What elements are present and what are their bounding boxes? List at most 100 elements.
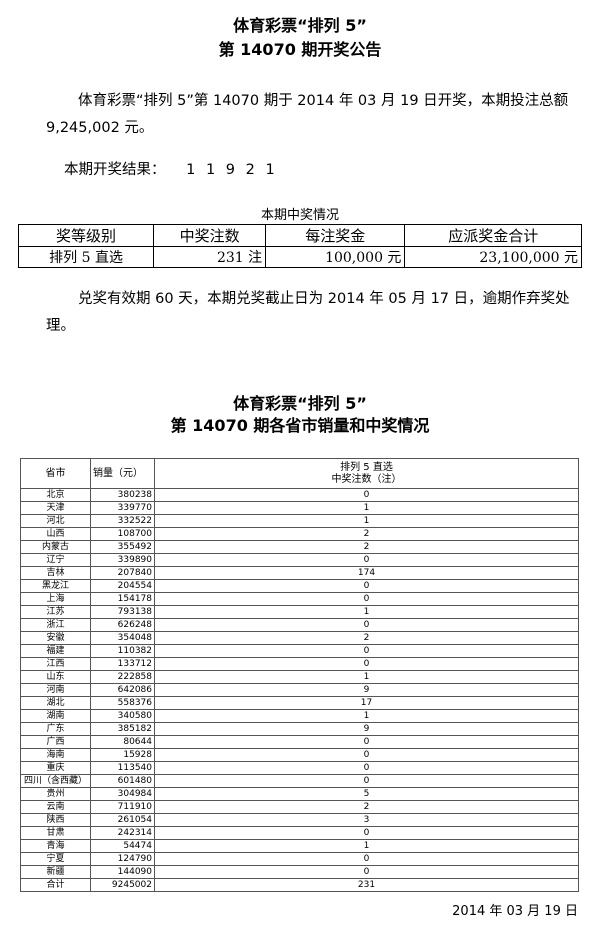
cell: 355492 [90, 540, 155, 554]
header-sales: 销量（元） [90, 458, 155, 489]
table-row: 江苏 793138 1 [20, 605, 579, 619]
section-subtitle: 第 14070 期各省市销量和中奖情况 [170, 416, 430, 435]
table-row: 吉林 207840 174 [20, 566, 579, 580]
table-row: 内蒙古 355492 2 [20, 540, 579, 554]
header-winners: 排列 5 直选 中奖注数（注） [154, 458, 579, 489]
date: 2014 年 03 月 19 日 [452, 904, 578, 919]
cell: 3 [154, 813, 579, 827]
table-row: 云南 711910 2 [20, 800, 579, 814]
cell: 222858 [90, 670, 155, 684]
cell: 80644 [90, 735, 155, 749]
table-row: 排列 5 直选 231 注 100,000 元 23,100,000 元 [17, 246, 582, 268]
table-row: 山西 108700 2 [20, 527, 579, 541]
header-cell: 应派奖金合计 [404, 224, 582, 247]
cell: 9 [154, 722, 579, 736]
cell: 0 [154, 852, 579, 866]
cell: 2 [154, 631, 579, 645]
cell: 231 [154, 878, 579, 892]
cell: 100,000 元 [265, 246, 406, 268]
header-cell: 奖等级别 [17, 224, 155, 247]
cell: 排列 5 直选 [17, 246, 155, 268]
cell: 54474 [90, 839, 155, 853]
cell: 332522 [90, 514, 155, 528]
cell: 207840 [90, 566, 155, 580]
province-table: 省市 销量（元） 排列 5 直选 中奖注数（注） 北京 380238 0 天津 339770 1… [20, 458, 579, 892]
table-row: 宁夏 124790 0 [20, 852, 579, 866]
cell: 0 [154, 748, 579, 762]
announcement-paragraph: 体育彩票“排列 5”第 14070 期于 2014 年 03 月 19 日开奖，… [46, 93, 569, 136]
table-row: 天津 339770 1 [20, 501, 579, 515]
cell: 0 [154, 735, 579, 749]
cell: 17 [154, 696, 579, 710]
cell: 601480 [90, 774, 155, 788]
cell: 642086 [90, 683, 155, 697]
table-row: 山东 222858 1 [20, 670, 579, 684]
cell: 浙江 [20, 618, 91, 632]
cell: 354048 [90, 631, 155, 645]
cell: 湖北 [20, 696, 91, 710]
header-cell: 中奖注数 [153, 224, 267, 247]
redemption-paragraph: 兑奖有效期 60 天，本期兑奖截止日为 2014 年 05 月 17 日，逾期作… [46, 291, 570, 334]
table-row: 北京 380238 0 [20, 488, 579, 502]
table-row: 广西 80644 0 [20, 735, 579, 749]
table-row: 新疆 144090 0 [20, 865, 579, 879]
prize-table: 奖等级别 中奖注数 每注奖金 应派奖金合计 排列 5 直选 231 注 100,000 元… [17, 224, 582, 268]
cell: 辽宁 [20, 553, 91, 567]
cell: 0 [154, 579, 579, 593]
cell: 339770 [90, 501, 155, 515]
cell: 339890 [90, 553, 155, 567]
cell: 0 [154, 592, 579, 606]
table-row: 甘肃 242314 0 [20, 826, 579, 840]
cell: 1 [154, 670, 579, 684]
table-row: 河南 642086 9 [20, 683, 579, 697]
cell: 2 [154, 527, 579, 541]
cell: 河北 [20, 514, 91, 528]
result-label: 本期开奖结果： [64, 162, 166, 178]
cell: 0 [154, 761, 579, 775]
prize-caption: 本期中奖情况 [260, 208, 339, 223]
cell: 124790 [90, 852, 155, 866]
cell: 380238 [90, 488, 155, 502]
cell: 宁夏 [20, 852, 91, 866]
cell: 黑龙江 [20, 579, 91, 593]
header-province: 省市 [20, 458, 91, 489]
cell: 天津 [20, 501, 91, 515]
cell: 四川（含西藏） [20, 774, 91, 788]
cell: 广东 [20, 722, 91, 736]
cell: 793138 [90, 605, 155, 619]
cell: 青海 [20, 839, 91, 853]
cell: 23,100,000 元 [404, 246, 582, 268]
cell: 陕西 [20, 813, 91, 827]
cell: 1 [154, 501, 579, 515]
cell: 内蒙古 [20, 540, 91, 554]
table-row: 河北 332522 1 [20, 514, 579, 528]
table-row: 湖北 558376 17 [20, 696, 579, 710]
cell: 新疆 [20, 865, 91, 879]
cell: 242314 [90, 826, 155, 840]
cell: 0 [154, 657, 579, 671]
subtitle: 第 14070 期开奖公告 [218, 40, 382, 59]
table-row: 浙江 626248 0 [20, 618, 579, 632]
cell: 0 [154, 618, 579, 632]
cell: 江西 [20, 657, 91, 671]
header-cell: 每注奖金 [265, 224, 406, 247]
table-row: 海南 15928 0 [20, 748, 579, 762]
cell: 河南 [20, 683, 91, 697]
header-line: 排列 5 直选 [340, 461, 393, 473]
cell: 2 [154, 800, 579, 814]
cell: 133712 [90, 657, 155, 671]
cell: 0 [154, 488, 579, 502]
table-row: 重庆 113540 0 [20, 761, 579, 775]
table-row: 陕西 261054 3 [20, 813, 579, 827]
cell: 261054 [90, 813, 155, 827]
cell: 2 [154, 540, 579, 554]
cell: 1 [154, 839, 579, 853]
cell: 广西 [20, 735, 91, 749]
cell: 340580 [90, 709, 155, 723]
cell: 吉林 [20, 566, 91, 580]
table-row: 辽宁 339890 0 [20, 553, 579, 567]
cell: 9 [154, 683, 579, 697]
cell: 154178 [90, 592, 155, 606]
cell: 385182 [90, 722, 155, 736]
cell: 甘肃 [20, 826, 91, 840]
